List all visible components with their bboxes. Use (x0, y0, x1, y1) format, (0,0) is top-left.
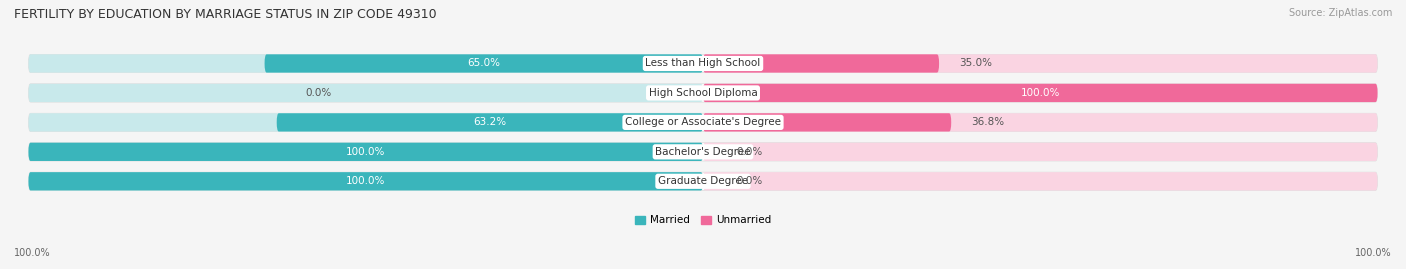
Text: 100.0%: 100.0% (1355, 248, 1392, 258)
FancyBboxPatch shape (28, 143, 703, 161)
Text: High School Diploma: High School Diploma (648, 88, 758, 98)
Text: 0.0%: 0.0% (305, 88, 332, 98)
FancyBboxPatch shape (28, 84, 1378, 102)
Text: FERTILITY BY EDUCATION BY MARRIAGE STATUS IN ZIP CODE 49310: FERTILITY BY EDUCATION BY MARRIAGE STATU… (14, 8, 437, 21)
FancyBboxPatch shape (28, 143, 703, 161)
Text: Source: ZipAtlas.com: Source: ZipAtlas.com (1288, 8, 1392, 18)
FancyBboxPatch shape (703, 84, 1378, 102)
FancyBboxPatch shape (28, 172, 703, 190)
Text: Bachelor's Degree: Bachelor's Degree (655, 147, 751, 157)
FancyBboxPatch shape (28, 54, 703, 73)
Text: College or Associate's Degree: College or Associate's Degree (626, 117, 780, 128)
Text: 63.2%: 63.2% (474, 117, 506, 128)
FancyBboxPatch shape (264, 54, 703, 73)
FancyBboxPatch shape (28, 113, 703, 132)
FancyBboxPatch shape (703, 113, 1378, 132)
FancyBboxPatch shape (703, 84, 1378, 102)
FancyBboxPatch shape (703, 54, 1378, 73)
Text: 100.0%: 100.0% (14, 248, 51, 258)
Text: 0.0%: 0.0% (737, 176, 763, 186)
FancyBboxPatch shape (703, 113, 952, 132)
Text: 100.0%: 100.0% (346, 147, 385, 157)
Text: 35.0%: 35.0% (959, 58, 993, 69)
FancyBboxPatch shape (277, 113, 703, 132)
FancyBboxPatch shape (28, 143, 1378, 161)
FancyBboxPatch shape (703, 172, 1378, 190)
FancyBboxPatch shape (703, 54, 939, 73)
Text: Less than High School: Less than High School (645, 58, 761, 69)
Text: 100.0%: 100.0% (1021, 88, 1060, 98)
Text: 36.8%: 36.8% (972, 117, 1004, 128)
FancyBboxPatch shape (28, 54, 1378, 73)
Text: 65.0%: 65.0% (467, 58, 501, 69)
Text: Graduate Degree: Graduate Degree (658, 176, 748, 186)
FancyBboxPatch shape (28, 172, 1378, 190)
FancyBboxPatch shape (703, 143, 1378, 161)
Legend: Married, Unmarried: Married, Unmarried (634, 215, 772, 225)
Text: 0.0%: 0.0% (737, 147, 763, 157)
FancyBboxPatch shape (28, 172, 703, 190)
FancyBboxPatch shape (28, 113, 1378, 132)
FancyBboxPatch shape (28, 84, 703, 102)
Text: 100.0%: 100.0% (346, 176, 385, 186)
